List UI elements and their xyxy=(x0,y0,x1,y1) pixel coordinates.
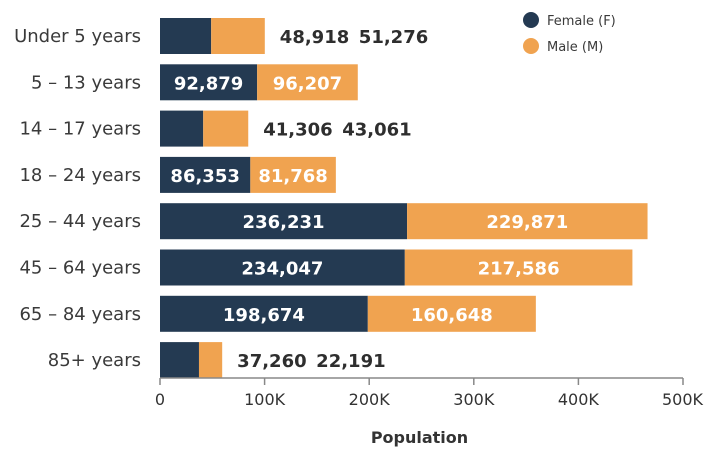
x-tick-label: 200K xyxy=(349,390,391,409)
bar-male xyxy=(404,249,633,286)
category-label: 5 – 13 years xyxy=(31,72,141,93)
data-label-female: 236,231 xyxy=(243,212,325,233)
category-label: 14 – 17 years xyxy=(19,119,141,140)
bars-layer xyxy=(160,18,648,379)
data-label-male: 81,768 xyxy=(258,166,327,187)
x-axis-title: Population xyxy=(371,428,468,447)
category-label: 85+ years xyxy=(48,350,141,371)
data-label-male: 96,207 xyxy=(273,73,342,94)
bar-female xyxy=(160,342,199,379)
x-tick-label: 500K xyxy=(662,390,704,409)
legend: Female (F) Male (M) xyxy=(523,12,616,55)
bar-female xyxy=(160,18,212,54)
data-label-female: 48,918 xyxy=(280,27,349,48)
data-label-male: 229,871 xyxy=(486,212,568,233)
category-label: Under 5 years xyxy=(14,26,141,47)
data-label-male: 43,061 xyxy=(342,120,411,141)
category-label: 18 – 24 years xyxy=(19,165,141,186)
data-label-female: 234,047 xyxy=(241,259,323,280)
x-tick-label: 0 xyxy=(155,390,165,409)
category-label: 65 – 84 years xyxy=(19,304,141,325)
data-label-male: 51,276 xyxy=(359,27,428,48)
bar-male xyxy=(203,110,249,147)
x-tick-label: 100K xyxy=(244,390,286,409)
data-label-female: 198,674 xyxy=(223,305,305,326)
bar-male xyxy=(250,156,336,193)
bar-male xyxy=(211,18,265,54)
data-label-female: 86,353 xyxy=(170,166,239,187)
data-label-male: 217,586 xyxy=(478,259,560,280)
x-tick-label: 300K xyxy=(453,390,495,409)
bar-female xyxy=(160,156,251,193)
data-label-female: 41,306 xyxy=(263,120,332,141)
legend-label-female: Female (F) xyxy=(547,14,616,29)
legend-swatch-female xyxy=(523,12,539,28)
category-label: 45 – 64 years xyxy=(19,258,141,279)
bar-male xyxy=(198,342,223,379)
bar-male xyxy=(257,64,358,101)
x-axis: 0 100K 200K 300K 400K 500K xyxy=(155,377,704,409)
data-label-female: 37,260 xyxy=(237,351,306,372)
data-label-female: 92,879 xyxy=(174,73,243,94)
data-label-male: 160,648 xyxy=(411,305,493,326)
category-label: 25 – 44 years xyxy=(19,211,141,232)
bar-female xyxy=(160,110,204,147)
bar-female xyxy=(160,64,258,101)
bar-female xyxy=(160,295,368,332)
bar-male xyxy=(367,295,536,332)
x-tick-label: 400K xyxy=(558,390,600,409)
labels-layer: Under 5 years 48,918 51,276 5 – 13 years 92,… xyxy=(14,26,568,372)
bar-female xyxy=(160,249,405,286)
legend-swatch-male xyxy=(523,38,539,54)
legend-label-male: Male (M) xyxy=(547,40,603,55)
bar-male xyxy=(407,203,648,240)
data-label-male: 22,191 xyxy=(316,351,385,372)
bar-female xyxy=(160,203,408,240)
